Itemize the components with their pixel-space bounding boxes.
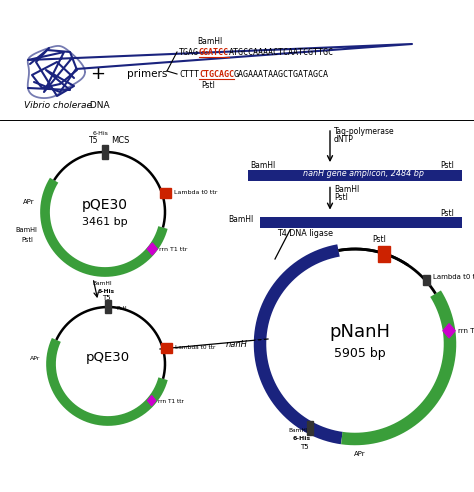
Polygon shape — [443, 324, 455, 338]
Bar — [161, 343, 172, 353]
Text: 5905 bp: 5905 bp — [334, 347, 386, 361]
Bar — [102, 145, 108, 159]
Text: 6-His: 6-His — [98, 289, 115, 294]
Polygon shape — [148, 396, 155, 405]
Text: PstI: PstI — [116, 306, 127, 311]
Text: Lambda t0 ttr: Lambda t0 ttr — [174, 190, 218, 195]
Text: APr: APr — [30, 356, 41, 361]
Bar — [160, 188, 171, 198]
Text: BamHI: BamHI — [15, 227, 37, 233]
Text: rrn T1 ttr: rrn T1 ttr — [458, 328, 474, 334]
Text: APr: APr — [354, 451, 365, 457]
Text: BamHI: BamHI — [250, 161, 275, 170]
Text: T5: T5 — [89, 136, 99, 145]
Bar — [260, 217, 462, 228]
Text: rrn T1 ttr: rrn T1 ttr — [159, 247, 188, 252]
Bar — [423, 276, 429, 285]
Text: ATGCCAAAACTCAATCGTTGC: ATGCCAAAACTCAATCGTTGC — [229, 48, 334, 57]
Text: CTTT: CTTT — [179, 70, 199, 79]
Text: Vibrio cholerae: Vibrio cholerae — [24, 101, 92, 110]
Text: Tag-polymerase: Tag-polymerase — [334, 127, 395, 136]
Text: PstI: PstI — [373, 235, 386, 244]
Text: BamHI: BamHI — [197, 37, 222, 46]
Text: T5: T5 — [301, 444, 309, 450]
Text: BamHI: BamHI — [228, 215, 253, 223]
Text: pQE30: pQE30 — [86, 351, 130, 365]
Text: 6-His: 6-His — [93, 131, 109, 136]
Text: BamHI: BamHI — [288, 428, 308, 433]
Text: GAGAAATAAGCTGATAGCA: GAGAAATAAGCTGATAGCA — [234, 70, 329, 79]
Text: pQE30: pQE30 — [82, 198, 128, 212]
Text: BamHI: BamHI — [334, 184, 359, 193]
Text: +: + — [90, 65, 105, 83]
Text: Lambda t0 ttr: Lambda t0 ttr — [433, 275, 474, 280]
Text: nanH: nanH — [226, 340, 248, 349]
Text: 6-His: 6-His — [292, 436, 310, 441]
Text: dNTP: dNTP — [334, 135, 354, 144]
Text: GGATCC: GGATCC — [199, 48, 229, 57]
Text: rrn T1 ttr: rrn T1 ttr — [158, 399, 183, 403]
Text: TGAG: TGAG — [179, 48, 199, 57]
Text: MCS: MCS — [111, 136, 129, 145]
Text: T5: T5 — [102, 295, 110, 301]
Polygon shape — [147, 243, 157, 255]
Bar — [378, 246, 391, 262]
Text: BamHI: BamHI — [92, 281, 111, 286]
Text: PstI: PstI — [21, 237, 33, 243]
Text: CTGCAGC: CTGCAGC — [199, 70, 234, 79]
Text: T4 DNA ligase: T4 DNA ligase — [277, 229, 334, 239]
Text: APr: APr — [23, 199, 34, 205]
Text: 3461 bp: 3461 bp — [82, 217, 128, 227]
Text: Lambda t0 ttr: Lambda t0 ttr — [175, 345, 215, 350]
Text: PstI: PstI — [334, 192, 348, 202]
Text: primers: primers — [127, 69, 167, 79]
Text: PstI: PstI — [201, 81, 215, 90]
Text: PstI: PstI — [440, 161, 454, 170]
Bar — [105, 300, 111, 313]
Bar — [248, 170, 462, 181]
Text: pNanH: pNanH — [329, 323, 391, 341]
Text: nanH gene amplicon, 2484 bp: nanH gene amplicon, 2484 bp — [303, 169, 424, 178]
Text: PstI: PstI — [440, 209, 454, 217]
Bar — [308, 421, 313, 435]
Text: DNA: DNA — [87, 101, 109, 110]
